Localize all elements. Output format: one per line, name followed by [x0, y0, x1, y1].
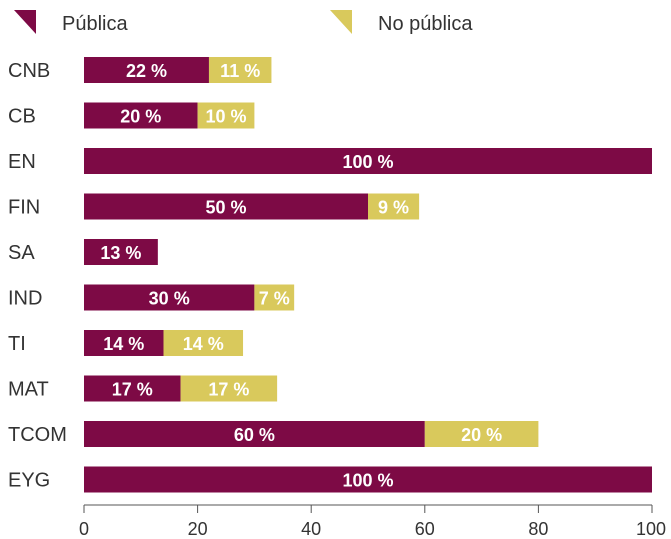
bar-cnb-no-publica	[208, 57, 272, 83]
bars	[84, 57, 652, 493]
category-label-en: EN	[8, 151, 36, 173]
x-tick-label-60: 60	[415, 519, 435, 539]
bar-cnb-publica	[84, 57, 209, 83]
bar-label-tcom-publica: 60 %	[234, 425, 275, 445]
bar-label-cb-no-publica: 10 %	[205, 107, 246, 127]
bar-label-tcom-no-publica: 20 %	[461, 425, 502, 445]
bar-label-en-publica: 100 %	[342, 152, 393, 172]
category-label-sa: SA	[8, 242, 35, 264]
legend-label-no-publica: No pública	[378, 13, 473, 35]
bar-cb-publica	[84, 102, 198, 129]
x-tick-label-80: 80	[528, 519, 548, 539]
legend: Pública No pública	[14, 10, 473, 35]
category-label-tcom: TCOM	[8, 424, 67, 446]
category-label-ti: TI	[8, 333, 26, 355]
bar-label-sa-publica: 13 %	[100, 243, 141, 263]
bar-ti-no-publica	[163, 330, 244, 356]
category-label-cb: CB	[8, 106, 36, 128]
bar-sa-publica	[84, 239, 158, 265]
category-label-eyg: EYG	[8, 470, 50, 492]
legend-swatch-publica	[14, 10, 36, 34]
category-label-mat: MAT	[8, 379, 49, 401]
bar-label-fin-publica: 50 %	[205, 198, 246, 218]
x-tick-label-20: 20	[188, 519, 208, 539]
bar-label-fin-no-publica: 9 %	[378, 198, 409, 218]
bar-label-eyg-publica: 100 %	[342, 471, 393, 491]
bar-cb-no-publica	[197, 102, 255, 129]
category-labels: CNB CB EN FIN SA IND TI MAT TCOM EYG	[8, 60, 67, 492]
x-tick-label-100: 100	[636, 519, 666, 539]
legend-item-publica: Pública	[14, 10, 128, 35]
bar-label-ind-no-publica: 7 %	[259, 289, 290, 309]
x-axis: 0 20 40 60 80 100	[79, 504, 666, 539]
bar-label-cnb-no-publica: 11 %	[220, 61, 260, 81]
bar-mat-publica	[84, 375, 181, 402]
legend-swatch-no-publica	[330, 10, 352, 34]
bar-label-mat-no-publica: 17 %	[208, 380, 249, 400]
bar-label-ti-publica: 14 %	[103, 334, 144, 354]
bar-label-mat-publica: 17 %	[112, 380, 153, 400]
bar-eyg-publica	[84, 466, 652, 493]
category-label-fin: FIN	[8, 197, 40, 219]
bar-fin-no-publica	[368, 193, 420, 220]
legend-item-no-publica: No pública	[330, 10, 473, 35]
bar-ti-publica	[84, 330, 164, 356]
legend-label-publica: Pública	[62, 13, 128, 35]
x-tick-label-0: 0	[79, 519, 89, 539]
x-tick-label-40: 40	[301, 519, 321, 539]
bar-label-cnb-publica: 22 %	[126, 61, 167, 81]
bar-fin-publica	[84, 193, 368, 220]
bar-labels: 22 % 11 % 20 % 10 % 100 % 50 % 9 % 13 % 30 % 7 % 1…	[100, 61, 502, 491]
bar-tcom-no-publica	[424, 421, 539, 447]
category-label-ind: IND	[8, 288, 42, 310]
bar-ind-publica	[84, 284, 255, 311]
bar-label-ti-no-publica: 14 %	[183, 334, 224, 354]
bar-en-publica	[84, 148, 652, 174]
bar-label-cb-publica: 20 %	[120, 107, 161, 127]
bar-mat-no-publica	[180, 375, 278, 402]
bar-ind-no-publica	[254, 284, 295, 311]
category-label-cnb: CNB	[8, 60, 50, 82]
bar-tcom-publica	[84, 421, 425, 447]
bar-label-ind-publica: 30 %	[149, 289, 190, 309]
